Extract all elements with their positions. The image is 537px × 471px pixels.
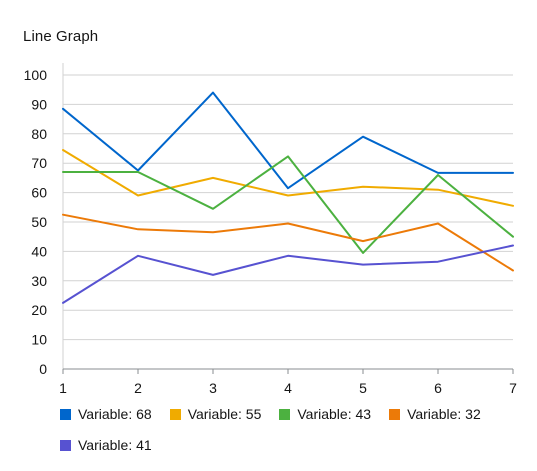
legend-item-2[interactable]: Variable: 55 (169, 404, 262, 424)
series-line-1 (62, 91, 514, 190)
legend-label: Variable: 32 (407, 406, 481, 422)
legend-swatch (60, 408, 71, 420)
x-tick-label: 6 (434, 380, 442, 396)
y-tick-label: 70 (31, 155, 47, 171)
legend-label: Variable: 55 (187, 406, 262, 422)
legend-item-1[interactable]: Variable: 68 (60, 404, 152, 424)
legend-label: Variable: 43 (297, 406, 372, 422)
series-line-4 (62, 213, 514, 272)
y-tick-label: 80 (31, 126, 47, 142)
grid-lines (63, 74, 513, 370)
y-tick-label: 40 (31, 243, 47, 259)
x-tick-label: 2 (134, 380, 142, 396)
legend-swatch (389, 408, 401, 420)
series-line-3 (62, 155, 514, 254)
y-tick-label: 0 (39, 361, 47, 377)
y-tick-label: 20 (31, 302, 47, 318)
y-tick-label: 100 (24, 67, 48, 83)
legend-label: Variable: 68 (78, 406, 152, 422)
legend-item-3[interactable]: Variable: 43 (279, 404, 371, 424)
chart-title: Line Graph (23, 28, 99, 45)
y-tick-label: 90 (31, 96, 47, 112)
x-tick-label: 5 (359, 380, 367, 396)
line-chart: 0 10 20 30 40 50 60 70 80 90 100 1 2 3 4 5 6 7 (24, 63, 517, 396)
y-tick-label: 10 (31, 332, 47, 348)
y-tick-label: 50 (31, 214, 47, 230)
legend-item-4[interactable]: Variable: 32 (389, 404, 481, 424)
legend: Variable: 68 Variable: 55 Variable: 43 Vari… (60, 404, 530, 455)
x-tick-label: 4 (284, 380, 292, 396)
series-line-2 (62, 149, 514, 207)
legend-item-5[interactable]: Variable: 41 (60, 435, 152, 455)
legend-swatch (169, 408, 181, 420)
series-lines (62, 91, 514, 304)
legend-label: Variable: 41 (78, 437, 152, 453)
legend-swatch (60, 439, 71, 451)
y-tick-label: 30 (31, 273, 47, 289)
y-axis: 0 10 20 30 40 50 60 70 80 90 100 (24, 63, 64, 377)
x-tick-label: 7 (509, 380, 517, 396)
y-tick-label: 60 (31, 185, 47, 201)
x-axis: 1 2 3 4 5 6 7 (59, 368, 517, 396)
legend-swatch (279, 408, 291, 420)
series-line-5 (62, 244, 514, 304)
x-tick-label: 3 (209, 380, 217, 396)
x-tick-label: 1 (59, 380, 67, 396)
